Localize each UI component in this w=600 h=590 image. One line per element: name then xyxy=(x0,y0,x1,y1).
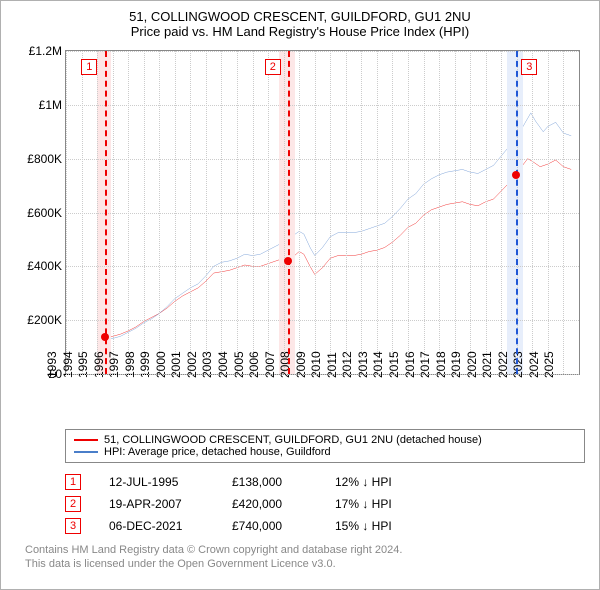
ytick-label: £600K xyxy=(27,206,62,220)
gridline-h xyxy=(66,266,579,267)
sale-delta: 15% ↓ HPI xyxy=(335,519,392,533)
sale-date: 06-DEC-2021 xyxy=(109,519,204,533)
sale-row: 2 19-APR-2007 £420,000 17% ↓ HPI xyxy=(65,493,585,515)
chart-title-subtitle: Price paid vs. HM Land Registry's House … xyxy=(15,24,585,39)
gridline-h xyxy=(66,374,579,375)
sale-price: £740,000 xyxy=(232,519,307,533)
footer-line-2: This data is licensed under the Open Gov… xyxy=(25,557,585,571)
gridline-h xyxy=(66,51,579,52)
sale-price: £138,000 xyxy=(232,475,307,489)
marker-line xyxy=(516,51,518,374)
sale-marker: 2 xyxy=(65,496,81,512)
legend-swatch-hpi xyxy=(74,451,98,453)
legend-label-hpi: HPI: Average price, detached house, Guil… xyxy=(104,446,331,458)
sale-row: 1 12-JUL-1995 £138,000 12% ↓ HPI xyxy=(65,471,585,493)
chart-legend: 51, COLLINGWOOD CRESCENT, GUILDFORD, GU1… xyxy=(65,429,585,463)
sale-marker: 1 xyxy=(65,474,81,490)
chart-area: 1993199419951996199719981999200020012002… xyxy=(15,45,585,425)
sale-delta: 12% ↓ HPI xyxy=(335,475,392,489)
gridline-h xyxy=(66,159,579,160)
chart-footer: Contains HM Land Registry data © Crown c… xyxy=(25,543,585,572)
marker-dot xyxy=(512,171,520,179)
ytick-label: £400K xyxy=(27,259,62,273)
marker-line xyxy=(288,51,290,374)
marker-line xyxy=(105,51,107,374)
legend-row-hpi: HPI: Average price, detached house, Guil… xyxy=(74,446,576,458)
chart-plot: 1993199419951996199719981999200020012002… xyxy=(65,50,580,375)
marker-dot xyxy=(101,333,109,341)
sale-delta: 17% ↓ HPI xyxy=(335,497,392,511)
legend-swatch-property xyxy=(74,439,98,441)
series-line-hpi xyxy=(97,113,571,340)
ytick-label: £0 xyxy=(49,367,62,381)
ytick-label: £800K xyxy=(27,152,62,166)
ytick-label: £1.2M xyxy=(29,44,62,58)
marker-dot xyxy=(284,257,292,265)
gridline-h xyxy=(66,213,579,214)
marker-box: 1 xyxy=(81,59,97,75)
legend-label-property: 51, COLLINGWOOD CRESCENT, GUILDFORD, GU1… xyxy=(104,434,482,446)
sale-price: £420,000 xyxy=(232,497,307,511)
ytick-label: £1M xyxy=(39,98,62,112)
chart-title-address: 51, COLLINGWOOD CRESCENT, GUILDFORD, GU1… xyxy=(15,9,585,24)
footer-line-1: Contains HM Land Registry data © Crown c… xyxy=(25,543,585,557)
sale-row: 3 06-DEC-2021 £740,000 15% ↓ HPI xyxy=(65,515,585,537)
gridline-h xyxy=(66,320,579,321)
marker-box: 2 xyxy=(265,59,281,75)
legend-row-property: 51, COLLINGWOOD CRESCENT, GUILDFORD, GU1… xyxy=(74,434,576,446)
sale-date: 19-APR-2007 xyxy=(109,497,204,511)
gridline-h xyxy=(66,105,579,106)
marker-box: 3 xyxy=(521,59,537,75)
sale-date: 12-JUL-1995 xyxy=(109,475,204,489)
sale-marker: 3 xyxy=(65,518,81,534)
sale-table: 1 12-JUL-1995 £138,000 12% ↓ HPI 2 19-APR-200… xyxy=(65,471,585,537)
chart-container: 51, COLLINGWOOD CRESCENT, GUILDFORD, GU1… xyxy=(0,0,600,590)
ytick-label: £200K xyxy=(27,313,62,327)
